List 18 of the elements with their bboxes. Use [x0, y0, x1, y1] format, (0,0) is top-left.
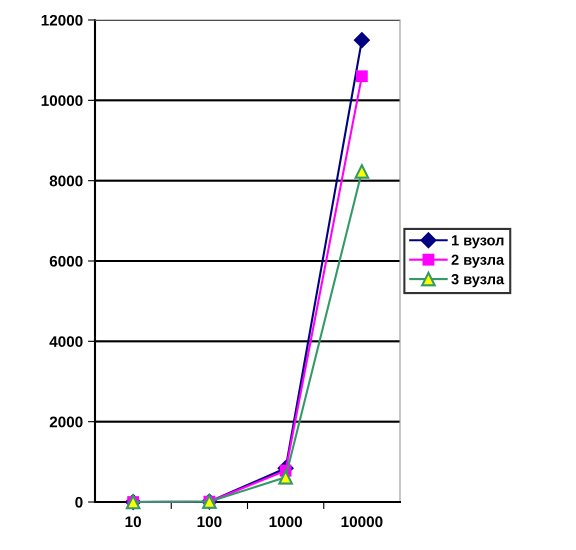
x-tick-label: 100 — [198, 516, 222, 528]
x-tick-label: 10 — [126, 516, 141, 528]
x-tick-label: 10000 — [342, 516, 382, 528]
x-tick-label: 1000 — [270, 516, 302, 528]
y-tick-label: 12000 — [42, 14, 83, 26]
y-tick-label: 0 — [75, 496, 83, 508]
y-tick-label: 10000 — [42, 95, 83, 106]
legend-label: 2 вузла — [452, 254, 504, 268]
point — [354, 32, 370, 48]
legend-label: 1 вузол — [452, 235, 504, 248]
y-tick-label: 6000 — [50, 256, 83, 267]
point — [354, 164, 370, 179]
y-tick-label: 4000 — [49, 336, 83, 348]
point — [278, 470, 293, 485]
legend-label: 3 вузла — [451, 274, 504, 288]
point — [356, 70, 368, 82]
y-tick-label: 8000 — [50, 176, 83, 186]
y-tick-label: 2000 — [50, 416, 83, 428]
